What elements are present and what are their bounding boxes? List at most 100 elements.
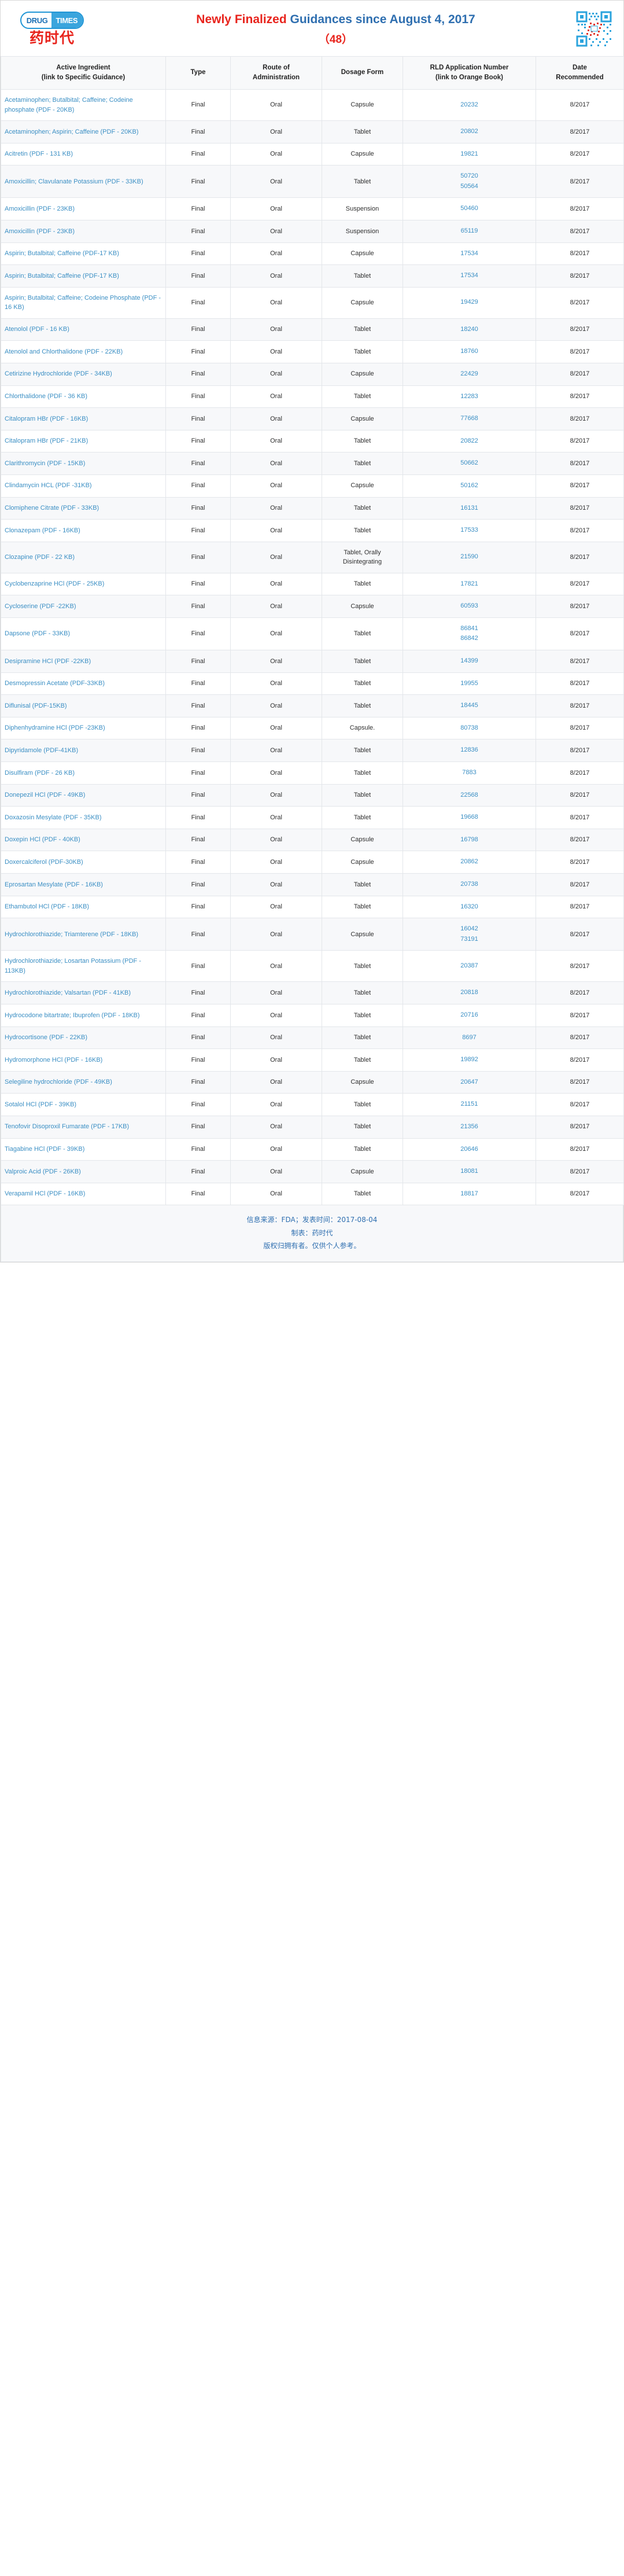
cell-rld-application-number[interactable]: 21590 <box>403 541 536 573</box>
cell-rld-application-number[interactable]: 19668 <box>403 806 536 829</box>
cell-active-ingredient[interactable]: Atenolol (PDF - 16 KB) <box>1 318 166 341</box>
application-number-link[interactable]: 21151 <box>460 1101 478 1108</box>
application-number-link[interactable]: 18240 <box>460 325 478 333</box>
cell-active-ingredient[interactable]: Hydromorphone HCl (PDF - 16KB) <box>1 1048 166 1072</box>
cell-active-ingredient[interactable]: Dipyridamole (PDF-41KB) <box>1 739 166 763</box>
application-number-link[interactable]: 17821 <box>460 580 478 587</box>
cell-active-ingredient[interactable]: Dapsone (PDF - 33KB) <box>1 617 166 651</box>
application-number-link[interactable]: 17533 <box>460 527 478 534</box>
cell-rld-application-number[interactable]: 22429 <box>403 362 536 386</box>
cell-active-ingredient[interactable]: Hydrocortisone (PDF - 22KB) <box>1 1026 166 1050</box>
cell-rld-application-number[interactable]: 19955 <box>403 672 536 695</box>
application-number-link[interactable]: 80738 <box>460 724 478 731</box>
cell-rld-application-number[interactable]: 20232 <box>403 89 536 121</box>
cell-active-ingredient[interactable]: Clindamycin HCL (PDF -31KB) <box>1 474 166 498</box>
application-number-link[interactable]: 16320 <box>460 903 478 910</box>
cell-active-ingredient[interactable]: Doxepin HCl (PDF - 40KB) <box>1 828 166 852</box>
cell-rld-application-number[interactable]: 77668 <box>403 407 536 430</box>
cell-rld-application-number[interactable]: 50720 50564 <box>403 165 536 198</box>
cell-active-ingredient[interactable]: Verapamil HCl (PDF - 16KB) <box>1 1182 166 1206</box>
cell-active-ingredient[interactable]: Clonazepam (PDF - 16KB) <box>1 519 166 542</box>
cell-active-ingredient[interactable]: Aspirin; Butalbital; Caffeine (PDF-17 KB… <box>1 242 166 266</box>
application-number-link[interactable]: 16042 <box>460 925 478 933</box>
cell-active-ingredient[interactable]: Acetaminophen; Butalbital; Caffeine; Cod… <box>1 89 166 121</box>
cell-rld-application-number[interactable]: 19892 <box>403 1048 536 1072</box>
application-number-link[interactable]: 20387 <box>460 962 478 970</box>
application-number-link[interactable]: 50460 <box>460 205 478 212</box>
application-number-link[interactable]: 12836 <box>460 746 478 754</box>
cell-rld-application-number[interactable]: 20647 <box>403 1070 536 1094</box>
cell-rld-application-number[interactable]: 12836 <box>403 739 536 763</box>
application-number-link[interactable]: 7883 <box>462 769 477 777</box>
application-number-link[interactable]: 73191 <box>460 935 478 943</box>
cell-rld-application-number[interactable]: 16131 <box>403 496 536 520</box>
cell-active-ingredient[interactable]: Citalopram HBr (PDF - 21KB) <box>1 429 166 453</box>
cell-active-ingredient[interactable]: Tiagabine HCl (PDF - 39KB) <box>1 1138 166 1161</box>
application-number-link[interactable]: 20818 <box>460 989 478 996</box>
cell-active-ingredient[interactable]: Acitretin (PDF - 131 KB) <box>1 142 166 166</box>
application-number-link[interactable]: 50662 <box>460 459 478 467</box>
cell-rld-application-number[interactable]: 20716 <box>403 1003 536 1027</box>
cell-active-ingredient[interactable]: Sotalol HCl (PDF - 39KB) <box>1 1093 166 1116</box>
application-number-link[interactable]: 19429 <box>460 299 478 306</box>
cell-rld-application-number[interactable]: 20802 <box>403 120 536 143</box>
application-number-link[interactable]: 86841 <box>460 624 478 632</box>
cell-active-ingredient[interactable]: Diphenhydramine HCl (PDF -23KB) <box>1 716 166 740</box>
cell-active-ingredient[interactable]: Ethambutol HCl (PDF - 18KB) <box>1 895 166 919</box>
cell-rld-application-number[interactable]: 20862 <box>403 851 536 874</box>
application-number-link[interactable]: 50162 <box>460 481 478 489</box>
cell-rld-application-number[interactable]: 21151 <box>403 1093 536 1116</box>
cell-active-ingredient[interactable]: Doxazosin Mesylate (PDF - 35KB) <box>1 806 166 829</box>
cell-rld-application-number[interactable]: 17821 <box>403 572 536 596</box>
cell-active-ingredient[interactable]: Atenolol and Chlorthalidone (PDF - 22KB) <box>1 340 166 363</box>
cell-rld-application-number[interactable]: 14399 <box>403 650 536 673</box>
cell-rld-application-number[interactable]: 17533 <box>403 519 536 542</box>
cell-active-ingredient[interactable]: Citalopram HBr (PDF - 16KB) <box>1 407 166 430</box>
cell-rld-application-number[interactable]: 86841 86842 <box>403 617 536 651</box>
cell-rld-application-number[interactable]: 21356 <box>403 1115 536 1139</box>
cell-rld-application-number[interactable]: 19821 <box>403 142 536 166</box>
cell-active-ingredient[interactable]: Desmopressin Acetate (PDF-33KB) <box>1 672 166 695</box>
application-number-link[interactable]: 19668 <box>460 814 478 821</box>
cell-active-ingredient[interactable]: Clomiphene Citrate (PDF - 33KB) <box>1 496 166 520</box>
cell-active-ingredient[interactable]: Hydrochlorothiazide; Triamterene (PDF - … <box>1 918 166 951</box>
application-number-link[interactable]: 22429 <box>460 370 478 377</box>
cell-rld-application-number[interactable]: 80738 <box>403 716 536 740</box>
application-number-link[interactable]: 77668 <box>460 415 478 422</box>
application-number-link[interactable]: 50564 <box>460 182 478 190</box>
cell-active-ingredient[interactable]: Amoxicillin (PDF - 23KB) <box>1 219 166 243</box>
application-number-link[interactable]: 20802 <box>460 128 478 135</box>
cell-active-ingredient[interactable]: Diflunisal (PDF-15KB) <box>1 694 166 717</box>
cell-active-ingredient[interactable]: Valproic Acid (PDF - 26KB) <box>1 1160 166 1183</box>
cell-active-ingredient[interactable]: Hydrochlorothiazide; Losartan Potassium … <box>1 950 166 982</box>
cell-active-ingredient[interactable]: Clozapine (PDF - 22 KB) <box>1 541 166 573</box>
cell-rld-application-number[interactable]: 20646 <box>403 1138 536 1161</box>
application-number-link[interactable]: 20716 <box>460 1011 478 1018</box>
cell-active-ingredient[interactable]: Cyclobenzaprine HCl (PDF - 25KB) <box>1 572 166 596</box>
application-number-link[interactable]: 50720 <box>460 172 478 180</box>
cell-rld-application-number[interactable]: 18081 <box>403 1160 536 1183</box>
cell-active-ingredient[interactable]: Hydrocodone bitartrate; Ibuprofen (PDF -… <box>1 1003 166 1027</box>
cell-rld-application-number[interactable]: 12283 <box>403 385 536 409</box>
cell-active-ingredient[interactable]: Amoxicillin; Clavulanate Potassium (PDF … <box>1 165 166 198</box>
application-number-link[interactable]: 86842 <box>460 635 478 642</box>
application-number-link[interactable]: 21356 <box>460 1123 478 1130</box>
cell-active-ingredient[interactable]: Amoxicillin (PDF - 23KB) <box>1 197 166 220</box>
application-number-link[interactable]: 19892 <box>460 1056 478 1063</box>
cell-active-ingredient[interactable]: Disulfiram (PDF - 26 KB) <box>1 761 166 785</box>
cell-rld-application-number[interactable]: 19429 <box>403 286 536 319</box>
application-number-link[interactable]: 65119 <box>460 227 478 234</box>
cell-rld-application-number[interactable]: 7883 <box>403 761 536 785</box>
application-number-link[interactable]: 21590 <box>460 553 478 561</box>
cell-active-ingredient[interactable]: Cetirizine Hydrochloride (PDF - 34KB) <box>1 362 166 386</box>
application-number-link[interactable]: 19955 <box>460 679 478 687</box>
cell-active-ingredient[interactable]: Doxercalciferol (PDF-30KB) <box>1 851 166 874</box>
cell-rld-application-number[interactable]: 18240 <box>403 318 536 341</box>
cell-rld-application-number[interactable]: 50162 <box>403 474 536 498</box>
application-number-link[interactable]: 20646 <box>460 1145 478 1153</box>
cell-active-ingredient[interactable]: Desipramine HCl (PDF -22KB) <box>1 650 166 673</box>
cell-rld-application-number[interactable]: 65119 <box>403 219 536 243</box>
cell-rld-application-number[interactable]: 20818 <box>403 981 536 1004</box>
application-number-link[interactable]: 19821 <box>460 150 478 157</box>
application-number-link[interactable]: 17534 <box>460 249 478 257</box>
